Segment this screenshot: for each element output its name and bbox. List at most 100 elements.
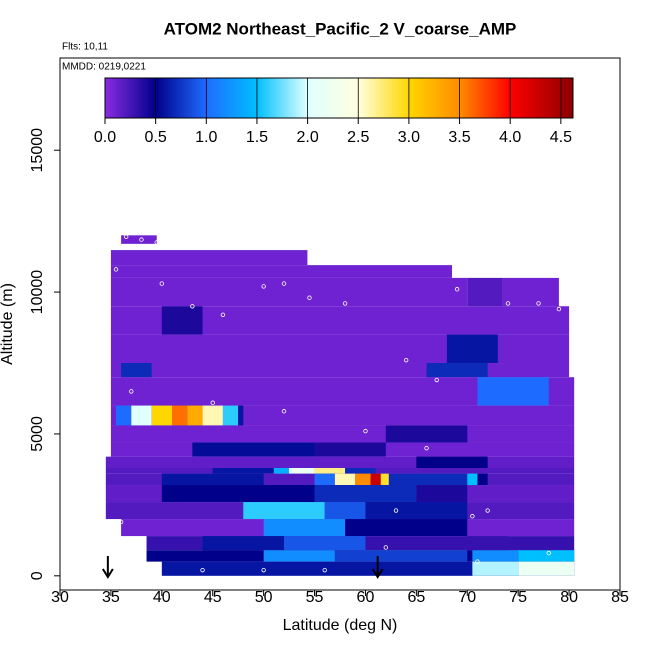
- heat-cell: [467, 277, 503, 307]
- colorbar-tick-label: 0.0: [94, 129, 116, 146]
- heat-cell: [426, 363, 488, 378]
- heat-cell: [243, 502, 325, 520]
- heat-cell: [151, 405, 172, 426]
- heat-cell: [238, 405, 244, 426]
- flight-point: [424, 445, 429, 451]
- heat-cell: [172, 405, 188, 426]
- heat-cell: [121, 235, 157, 244]
- heat-cell: [477, 377, 549, 406]
- colorbar-tick-label: 2.5: [347, 129, 369, 146]
- colorbar-tick-label: 1.5: [246, 129, 268, 146]
- y-tick-label: 0: [29, 571, 46, 580]
- heat-cell: [370, 473, 381, 486]
- flight-point: [393, 508, 399, 513]
- flight-point: [403, 357, 409, 363]
- heat-cell: [314, 485, 417, 503]
- heat-cell: [263, 550, 335, 562]
- heat-cell: [222, 405, 239, 426]
- heat-cell: [110, 363, 570, 378]
- heat-cell: [131, 405, 152, 426]
- annotation: MMDD: 0219,0221: [62, 62, 146, 73]
- flight-point: [129, 389, 134, 394]
- flight-point: [154, 240, 159, 245]
- y-axis-label: Altitude (m): [0, 283, 16, 365]
- heat-cell: [110, 250, 308, 266]
- x-tick-label: 85: [611, 589, 629, 606]
- flight-point: [118, 519, 124, 525]
- heat-cell: [472, 561, 519, 576]
- heat-cell: [324, 502, 366, 520]
- x-axis-label: Latitude (deg N): [283, 617, 398, 634]
- flight-point: [220, 312, 226, 317]
- heat-cell: [416, 456, 488, 468]
- colorbar-tick-label: 3.0: [398, 129, 420, 146]
- flight-point: [281, 409, 287, 414]
- heat-cell: [388, 473, 468, 486]
- flight-point: [261, 567, 266, 573]
- heat-cell: [110, 277, 468, 307]
- flight-point: [190, 304, 195, 309]
- arrow-head: [102, 568, 114, 579]
- colorbar-tick-label: 3.5: [448, 129, 470, 146]
- heat-cell: [314, 473, 335, 486]
- x-tick-label: 80: [560, 589, 578, 606]
- flight-point: [159, 281, 165, 286]
- heat-cell: [365, 502, 468, 520]
- heat-cell: [472, 550, 519, 562]
- x-tick-label: 30: [51, 589, 69, 606]
- flight-point: [307, 295, 312, 300]
- heat-cell: [161, 306, 203, 335]
- x-tick-label: 50: [255, 589, 273, 606]
- flight-point: [383, 545, 389, 550]
- heat-cell: [314, 442, 386, 457]
- heat-cell: [380, 473, 389, 486]
- heat-cell: [345, 519, 468, 537]
- heat-cell: [345, 467, 376, 474]
- heat-cell: [467, 536, 508, 551]
- heat-cell: [202, 536, 284, 551]
- heat-cell: [289, 467, 315, 474]
- flight-point: [322, 567, 327, 573]
- flight-point: [342, 301, 348, 306]
- heat-cell: [477, 473, 488, 486]
- heat-cell: [202, 405, 223, 426]
- heat-cell: [385, 425, 468, 443]
- x-tick-label: 65: [407, 589, 425, 606]
- heat-cell: [121, 363, 152, 378]
- flight-point: [281, 281, 287, 286]
- x-tick-label: 60: [357, 589, 375, 606]
- y-tick-label: 5000: [29, 416, 46, 452]
- flight-point: [200, 567, 205, 573]
- heat-cell: [314, 467, 346, 474]
- heat-cell: [161, 485, 315, 503]
- y-tick-label: 10000: [29, 270, 46, 315]
- heat-cell: [518, 550, 575, 562]
- heat-cell: [110, 425, 575, 443]
- heat-cell: [273, 467, 290, 474]
- flight-point: [210, 400, 215, 405]
- flight-point: [261, 284, 266, 289]
- heat-cell: [502, 277, 559, 307]
- flight-point: [475, 559, 480, 564]
- x-tick-label: 55: [306, 589, 324, 606]
- heat-cell: [446, 334, 498, 364]
- colorbar-tick-label: 4.0: [499, 129, 521, 146]
- heat-cell: [334, 550, 468, 562]
- colorbar: [104, 77, 574, 119]
- x-tick-label: 70: [458, 589, 476, 606]
- flight-point: [536, 301, 541, 306]
- flight-point: [505, 301, 511, 306]
- heat-cell: [284, 536, 366, 551]
- x-tick-label: 35: [102, 589, 120, 606]
- y-tick-label: 15000: [29, 128, 46, 173]
- flight-point: [556, 306, 562, 312]
- x-tick-label: 40: [153, 589, 171, 606]
- flight-point: [546, 550, 551, 556]
- heat-cell: [355, 473, 371, 486]
- chart-title: ATOM2 Northeast_Pacific_2 V_coarse_AMP: [164, 19, 517, 38]
- flight-point: [139, 237, 144, 242]
- heat-cell: [467, 473, 478, 486]
- colorbar-tick-label: 1.0: [195, 129, 217, 146]
- x-tick-label: 45: [204, 589, 222, 606]
